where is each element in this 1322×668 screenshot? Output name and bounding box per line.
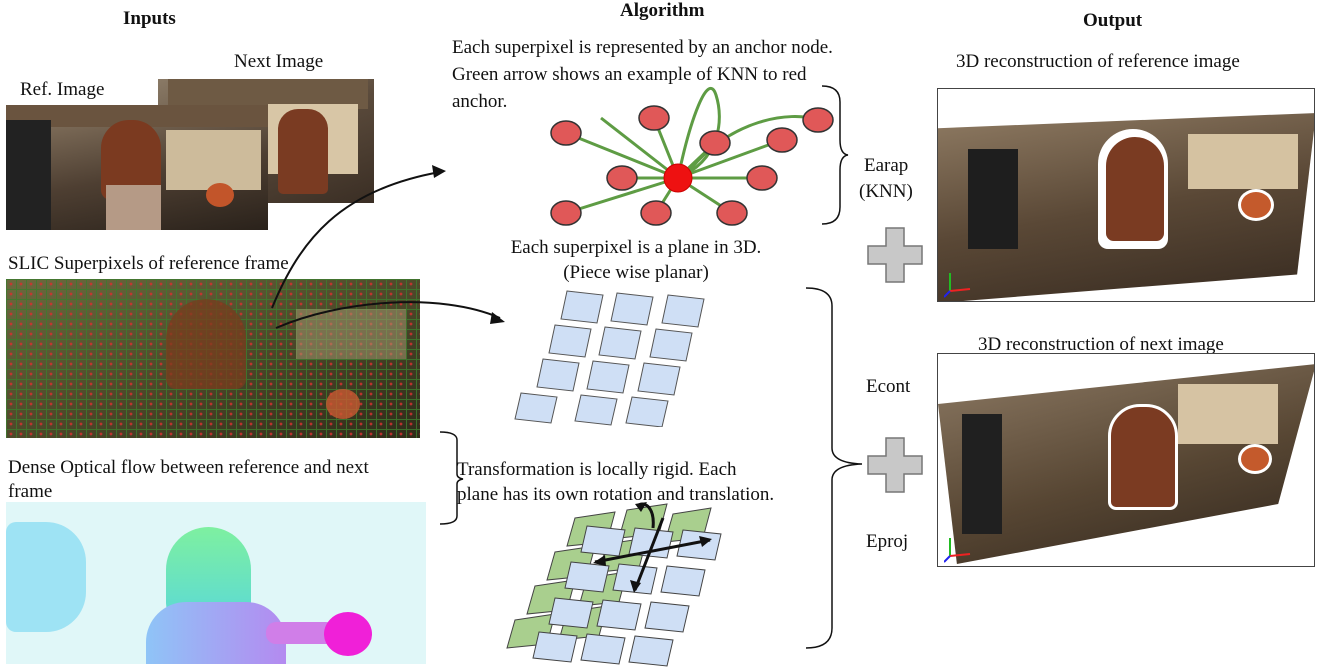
next-recon-label: 3D reconstruction of next image [978, 334, 1224, 355]
ref-image [6, 105, 268, 230]
next-reconstruction-image [937, 353, 1315, 567]
axes-icon [944, 538, 971, 563]
slic-superpixel-image [6, 279, 420, 438]
slic-label: SLIC Superpixels of reference frame [8, 253, 289, 274]
next-image-label: Next Image [234, 51, 324, 72]
planar-superpixels [514, 290, 705, 427]
rigid-text-line1: Transformation is locally rigid. Each [457, 459, 737, 480]
ref-recon-label: 3D reconstruction of reference image [956, 51, 1240, 72]
plus-icon [867, 227, 923, 283]
rigid-text-line2: plane has its own rotation and translati… [457, 484, 775, 505]
flow-label-line2: frame [8, 481, 53, 502]
plane-text-line2: (Piece wise planar) [563, 262, 709, 283]
flow-label-line1: Dense Optical flow between reference and… [8, 457, 369, 478]
algorithm-heading: Algorithm [620, 0, 705, 21]
anchor-text-line1: Each superpixel is represented by an anc… [452, 37, 833, 58]
output-heading: Output [1083, 10, 1143, 31]
inputs-heading: Inputs [123, 8, 176, 29]
plane-text-line1: Each superpixel is a plane in 3D. [510, 237, 762, 258]
ref-reconstruction-image [937, 88, 1315, 302]
anchor-knn-graph [550, 86, 834, 226]
econt-label: Econt [866, 376, 911, 397]
axes-icon [944, 273, 971, 298]
rigid-planes [506, 502, 722, 667]
eproj-label: Eproj [866, 531, 909, 552]
anchor-text-line3: anchor. [452, 91, 508, 112]
ref-image-label: Ref. Image [20, 79, 105, 100]
plus-icon [867, 437, 923, 493]
knn-label: (KNN) [859, 181, 913, 202]
optical-flow-image [6, 502, 426, 664]
anchor-text-line2: Green arrow shows an example of KNN to r… [452, 64, 807, 85]
earap-label: Earap [864, 155, 909, 176]
